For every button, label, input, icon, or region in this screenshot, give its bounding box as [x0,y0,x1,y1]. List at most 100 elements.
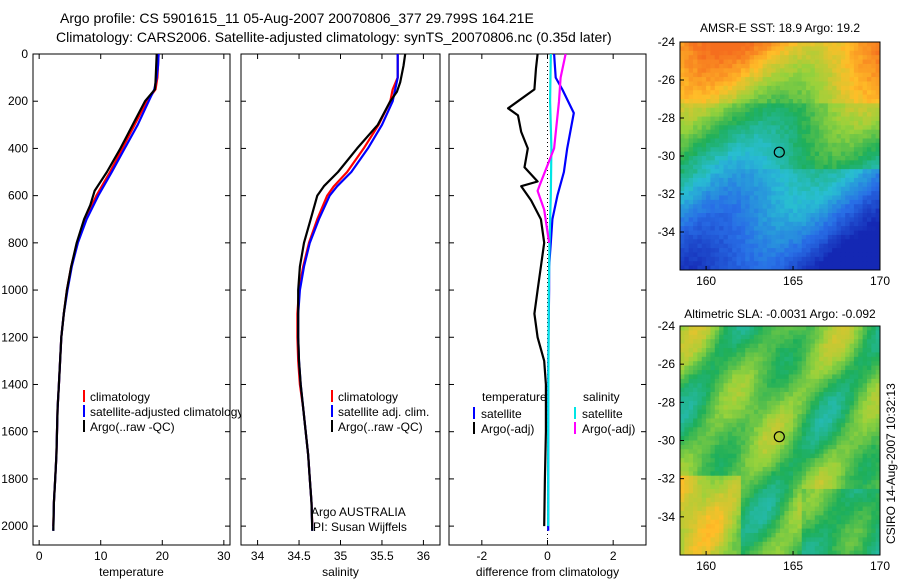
map-cell [684,392,690,397]
map-cell [706,475,711,481]
map-cell [771,169,777,174]
map-cell [858,326,864,331]
map-cell [875,365,881,371]
map-cell [688,59,694,65]
map-cell [866,352,872,358]
map-cell [814,252,820,258]
map-cell [845,42,850,47]
map-cell [823,142,829,148]
map-cell [680,370,685,375]
map-cell [849,480,855,485]
map-cell [762,252,768,258]
map-cell [749,217,755,223]
map-cell [845,120,850,126]
map-cell [745,156,750,161]
map-cell [706,234,711,240]
map-cell [745,348,750,353]
map-cell [762,213,768,218]
map-cell [862,103,868,109]
map-cell [740,480,746,485]
map-cell [719,471,724,477]
map-cell [723,519,729,525]
map-cell [758,471,764,477]
map-cell [862,63,868,69]
map-cell [680,63,685,69]
map-cell [714,199,720,205]
map-cell [784,182,790,188]
map-cell [714,383,720,389]
map-cell [758,493,764,499]
map-cell [688,515,694,521]
map-cell [697,524,703,529]
map-cell [814,515,820,521]
map-cell [801,226,807,231]
map-cell [775,77,781,82]
map-cell [845,261,850,267]
map-cell [762,453,768,459]
map-cell [801,213,807,218]
map-cell [775,506,781,512]
y-tick-label: -28 [658,395,676,409]
map-cell [810,230,816,236]
map-cell [780,156,785,161]
map-cell [680,409,685,415]
map-cell [780,186,785,192]
map-cell [758,265,764,271]
map-cell [693,378,698,384]
map-cell [753,339,759,345]
map-cell [875,191,881,196]
map-cell [793,85,798,91]
map-cell [793,458,798,463]
map-cell [710,72,716,78]
map-cell [788,50,794,56]
map-cell [853,72,859,78]
map-cell [758,217,764,223]
map-cell [780,488,785,494]
map-cell [771,191,777,196]
map-cell [753,191,759,196]
map-cell [727,134,733,139]
map-cell [810,77,816,82]
map-cell [849,400,855,406]
map-cell [723,151,729,157]
map-cell [862,436,868,441]
map-cell [710,256,716,262]
map-cell [819,99,824,104]
map-cell [745,480,750,485]
map-cell [840,191,846,196]
map-cell [753,99,759,104]
map-cell [719,484,724,490]
map-cell [853,497,859,503]
map-cell [784,116,790,122]
map-cell [753,217,759,223]
map-cell [688,94,694,100]
map-cell [775,392,781,397]
map-cell [793,221,798,227]
map-cell [784,59,790,65]
map-cell [771,173,777,179]
map-cell [871,343,877,349]
map-cell [871,63,877,69]
map-cell [840,502,846,507]
map-cell [693,480,698,485]
map-cell [762,177,768,183]
map-cell [758,243,764,249]
map-cell [832,252,837,258]
map-cell [736,265,742,271]
map-cell [797,120,803,126]
map-cell [806,414,811,419]
map-cell [775,480,781,485]
map-cell [871,256,877,262]
map-cell [827,510,833,516]
map-cell [840,243,846,249]
map-cell [688,234,694,240]
map-cell [766,239,772,245]
map-cell [766,396,772,402]
map-cell [810,343,816,349]
map-cell [849,204,855,210]
map-cell [814,493,820,499]
map-cell [840,449,846,455]
map-cell [797,466,803,472]
map-cell [697,449,703,455]
map-cell [684,182,690,188]
